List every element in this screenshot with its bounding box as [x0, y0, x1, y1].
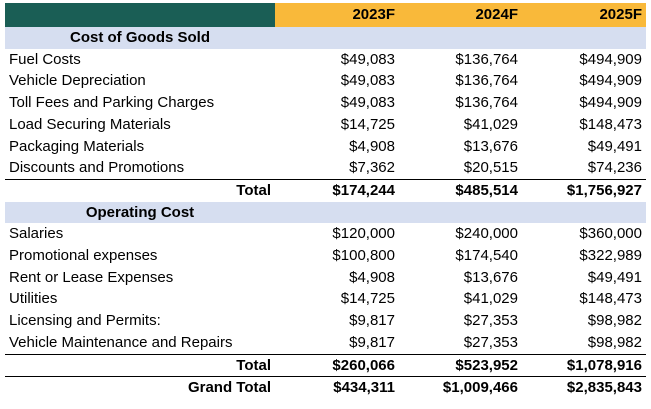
year-header: 2025F: [522, 3, 646, 27]
total-value: $260,066: [275, 353, 399, 377]
year-header: 2023F: [275, 3, 399, 27]
section-title: Operating Cost: [5, 201, 275, 224]
row-label: Licensing and Permits:: [9, 312, 161, 330]
section-title: Cost of Goods Sold: [5, 27, 275, 49]
grand-total-value: $2,835,843: [522, 376, 646, 399]
table-row: Vehicle Maintenance and Repairs $9,817 $…: [5, 332, 646, 354]
row-value: $494,909: [579, 94, 642, 112]
table-row: Load Securing Materials $14,725 $41,029 …: [5, 114, 646, 136]
row-label: Fuel Costs: [9, 50, 81, 68]
row-value: $41,029: [463, 290, 518, 308]
table-row: Discounts and Promotions $7,362 $20,515 …: [5, 157, 646, 179]
grand-total-value: $434,311: [275, 376, 399, 399]
row-label: Rent or Lease Expenses: [9, 268, 174, 286]
row-value: $494,909: [579, 50, 642, 68]
table-row: Licensing and Permits: $9,817 $27,353 $9…: [5, 310, 646, 332]
total-label: Total: [5, 178, 275, 202]
table-row: Rent or Lease Expenses $4,908 $13,676 $4…: [5, 267, 646, 289]
row-value: $136,764: [455, 94, 518, 112]
row-value: $49,083: [340, 50, 395, 68]
row-value: $41,029: [463, 115, 518, 133]
table-row: Fuel Costs $49,083 $136,764 $494,909: [5, 49, 646, 71]
row-value: $27,353: [463, 333, 518, 351]
row-value: $20,515: [463, 159, 518, 177]
row-value: $98,982: [587, 333, 642, 351]
cost-table: 2023F 2024F 2025F Cost of Goods Sold Fue…: [5, 3, 646, 399]
row-value: $148,473: [579, 290, 642, 308]
row-value: $9,817: [349, 333, 395, 351]
row-label: Salaries: [9, 225, 64, 243]
opex-total-row: Total $260,066 $523,952 $1,078,916: [5, 353, 646, 377]
total-value: $523,952: [399, 353, 522, 377]
row-value: $27,353: [463, 312, 518, 330]
row-value: $14,725: [340, 290, 395, 308]
row-value: $174,540: [455, 247, 518, 265]
row-value: $100,800: [332, 247, 395, 265]
header-corner-cell: [5, 3, 275, 27]
row-label: Utilities: [9, 290, 58, 308]
row-value: $14,725: [340, 115, 395, 133]
year-header: 2024F: [399, 3, 522, 27]
section-header-cogs: Cost of Goods Sold: [5, 27, 646, 49]
row-value: $494,909: [579, 72, 642, 90]
row-value: $49,083: [340, 72, 395, 90]
total-value: $174,244: [275, 178, 399, 202]
row-label: Toll Fees and Parking Charges: [9, 94, 215, 112]
row-value: $240,000: [455, 225, 518, 243]
table-row: Salaries $120,000 $240,000 $360,000: [5, 223, 646, 245]
total-value: $485,514: [399, 178, 522, 202]
row-value: $4,908: [349, 268, 395, 286]
row-value: $136,764: [455, 72, 518, 90]
row-value: $74,236: [587, 159, 642, 177]
row-value: $148,473: [579, 115, 642, 133]
header-row: 2023F 2024F 2025F: [5, 3, 646, 27]
row-value: $120,000: [332, 225, 395, 243]
row-value: $360,000: [579, 225, 642, 243]
row-value: $49,491: [587, 268, 642, 286]
row-label: Vehicle Maintenance and Repairs: [9, 333, 233, 351]
section-header-opex: Operating Cost: [5, 201, 646, 224]
row-value: $13,676: [463, 137, 518, 155]
row-value: $49,491: [587, 137, 642, 155]
row-label: Packaging Materials: [9, 137, 145, 155]
row-value: $4,908: [349, 137, 395, 155]
row-value: $9,817: [349, 312, 395, 330]
cogs-total-row: Total $174,244 $485,514 $1,756,927: [5, 178, 646, 202]
row-value: $13,676: [463, 268, 518, 286]
row-value: $136,764: [455, 50, 518, 68]
row-label: Load Securing Materials: [9, 115, 171, 133]
table-row: Packaging Materials $4,908 $13,676 $49,4…: [5, 136, 646, 158]
total-value: $1,756,927: [522, 178, 646, 202]
row-value: $98,982: [587, 312, 642, 330]
table-row: Utilities $14,725 $41,029 $148,473: [5, 288, 646, 310]
row-label: Discounts and Promotions: [9, 159, 185, 177]
total-label: Total: [5, 353, 275, 377]
table-row: Vehicle Depreciation $49,083 $136,764 $4…: [5, 70, 646, 92]
row-value: $49,083: [340, 94, 395, 112]
grand-total-label: Grand Total: [5, 376, 275, 399]
grand-total-row: Grand Total $434,311 $1,009,466 $2,835,8…: [5, 376, 646, 399]
row-value: $7,362: [349, 159, 395, 177]
total-value: $1,078,916: [522, 353, 646, 377]
table-row: Toll Fees and Parking Charges $49,083 $1…: [5, 92, 646, 114]
row-value: $322,989: [579, 247, 642, 265]
row-label: Promotional expenses: [9, 247, 158, 265]
table-row: Promotional expenses $100,800 $174,540 $…: [5, 245, 646, 267]
row-label: Vehicle Depreciation: [9, 72, 146, 90]
grand-total-value: $1,009,466: [399, 376, 522, 399]
